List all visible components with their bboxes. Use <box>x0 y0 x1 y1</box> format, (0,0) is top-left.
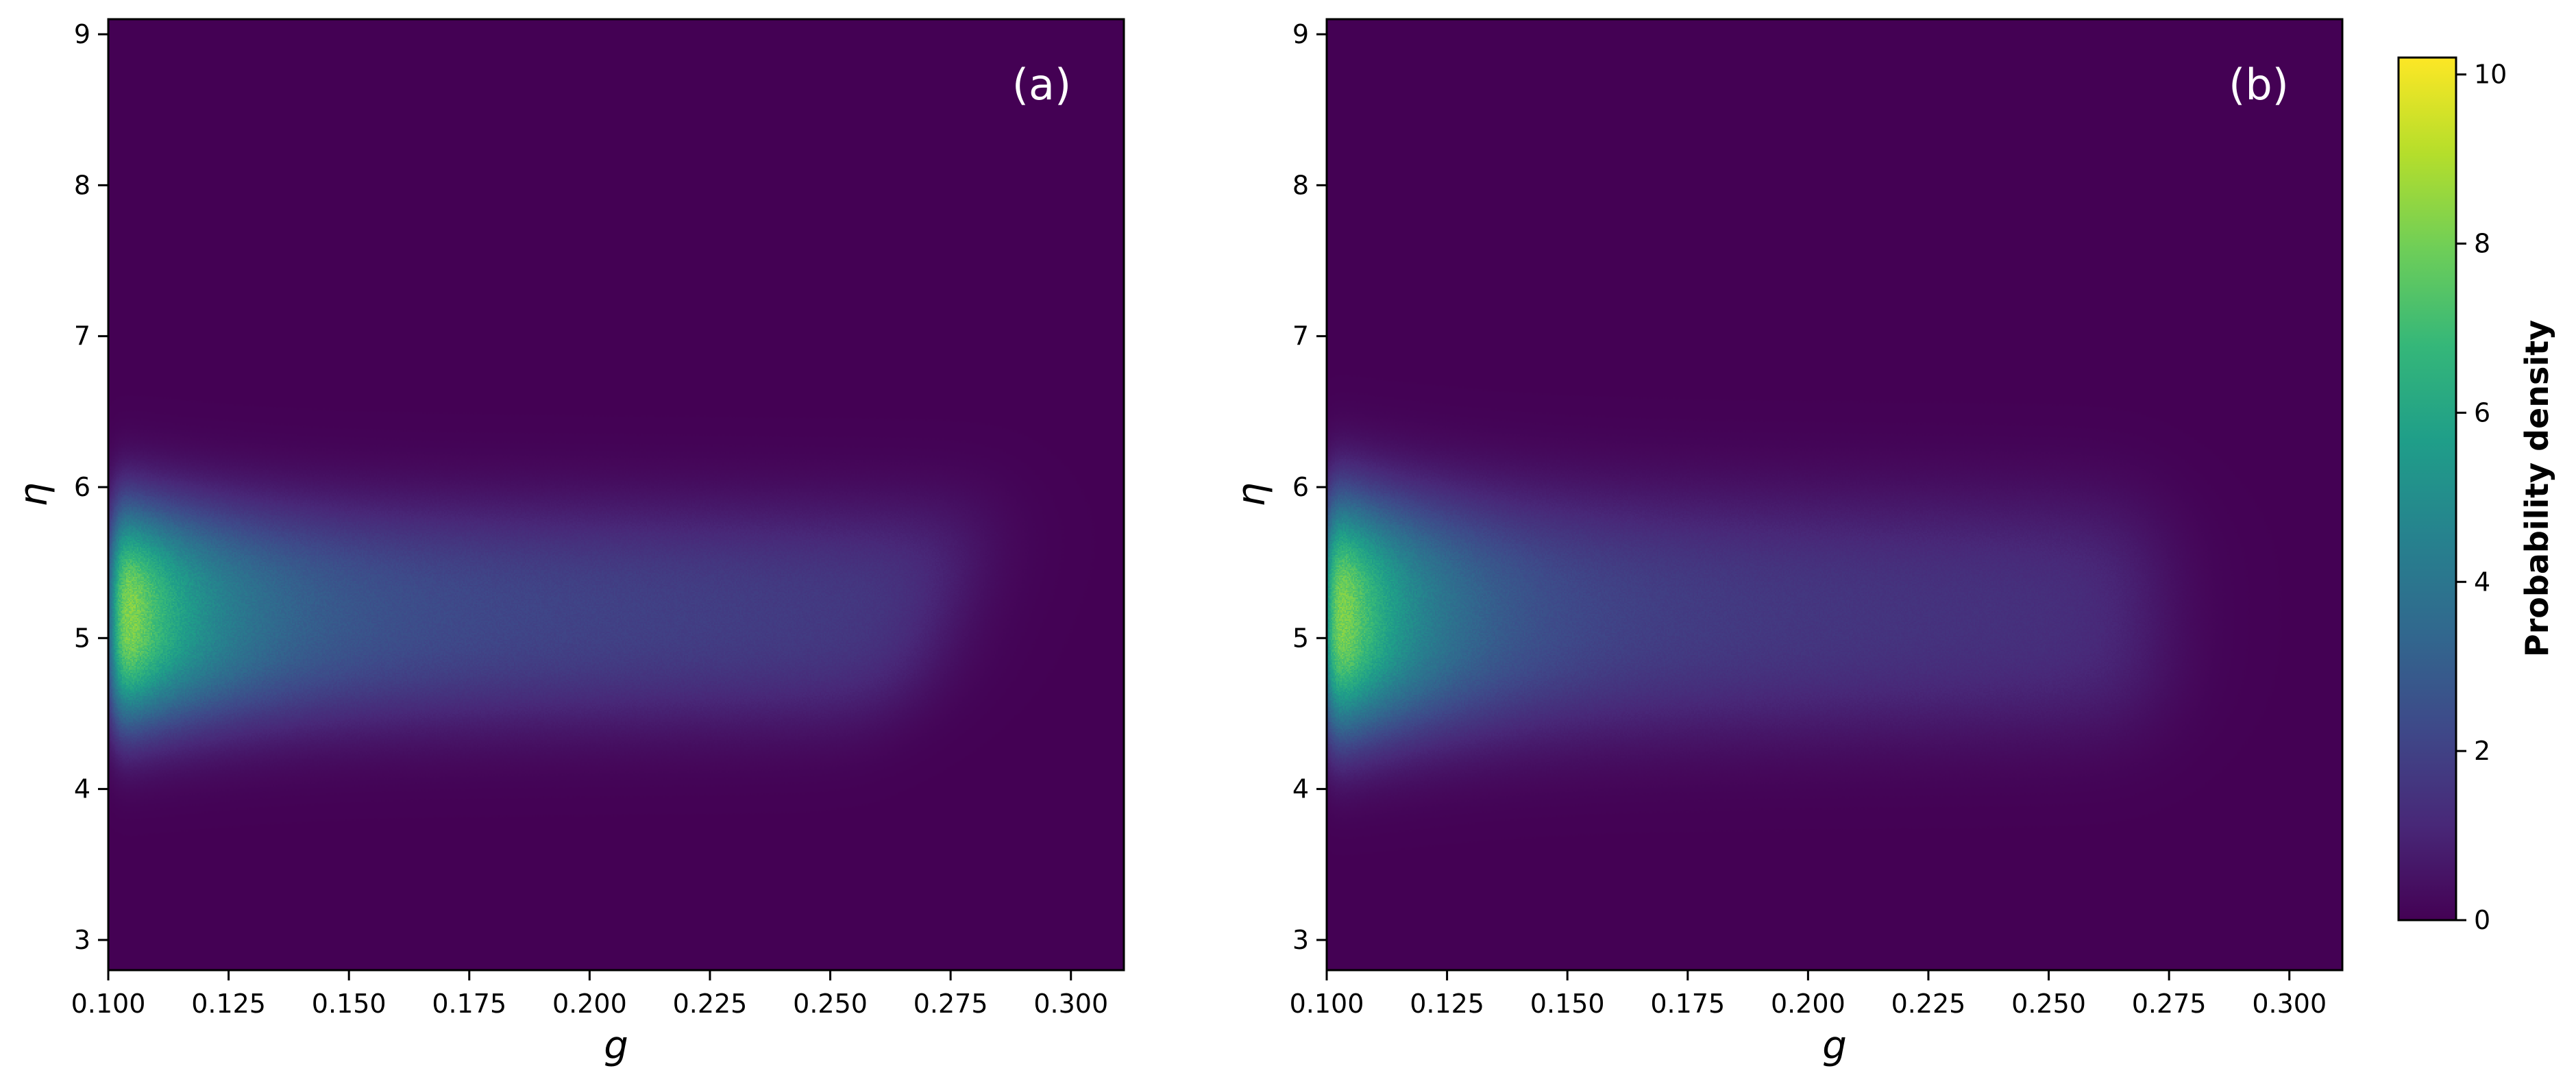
x-tick-label: 0.175 <box>432 989 506 1019</box>
axes-a-frame <box>107 18 1125 972</box>
colorbar-ticks: 0 2 4 6 8 10 <box>2456 60 2507 935</box>
x-tick-label: 0.125 <box>191 989 266 1019</box>
x-tick-label: 0.100 <box>1290 989 1364 1019</box>
x-tick-label: 0.125 <box>1410 989 1484 1019</box>
x-tick-label: 0.100 <box>71 989 146 1019</box>
x-tick-label: 0.175 <box>1650 989 1725 1019</box>
y-tick-label: 5 <box>1292 623 1309 653</box>
x-axis-label-a: g <box>604 1024 628 1068</box>
y-ticks-a: 3 4 5 6 7 8 9 <box>74 19 108 955</box>
panel-label-b: (b) <box>2229 60 2289 110</box>
colorbar-tick-label: 0 <box>2474 905 2490 935</box>
y-tick-label: 3 <box>74 925 90 955</box>
x-tick-label: 0.250 <box>793 989 868 1019</box>
y-tick-label: 7 <box>74 321 90 351</box>
heatmap-a <box>108 19 1124 970</box>
colorbar-gradient <box>2399 58 2456 920</box>
heatmap-a-canvas <box>108 19 1124 970</box>
colorbar-tick-label: 2 <box>2474 736 2490 766</box>
y-axis-label-a: η <box>12 482 56 507</box>
colorbar-tick-label: 6 <box>2474 397 2490 428</box>
x-tick-label: 0.275 <box>913 989 988 1019</box>
x-tick-label: 0.200 <box>552 989 627 1019</box>
colorbar-frame <box>2397 56 2457 922</box>
x-axis-label-b: g <box>1822 1024 1847 1068</box>
x-tick-label: 0.225 <box>1891 989 1966 1019</box>
y-tick-label: 9 <box>74 19 90 49</box>
y-tick-label: 5 <box>74 623 90 653</box>
y-tick-label: 3 <box>1292 925 1309 955</box>
colorbar-label: Probability density <box>2518 320 2555 657</box>
x-tick-label: 0.200 <box>1771 989 1845 1019</box>
x-ticks-b: 0.100 0.125 0.150 0.175 0.200 0.225 0.250 0.275… <box>1290 970 2327 1019</box>
y-tick-label: 4 <box>1292 774 1309 804</box>
x-tick-label: 0.300 <box>2252 989 2327 1019</box>
axes-b-frame <box>1325 18 2344 972</box>
heatmap-b <box>1327 19 2342 970</box>
y-tick-label: 9 <box>1292 19 1309 49</box>
colorbar-tick-label: 10 <box>2474 60 2507 90</box>
x-tick-label: 0.250 <box>2011 989 2086 1019</box>
panel-label-a: (a) <box>1012 60 1071 110</box>
x-ticks-a: 0.100 0.125 0.150 0.175 0.200 0.225 0.250 0.275… <box>71 970 1108 1019</box>
colorbar: 0 2 4 6 8 10 Probability density <box>2397 56 2555 935</box>
y-tick-label: 8 <box>74 170 90 200</box>
x-tick-label: 0.150 <box>312 989 387 1019</box>
y-tick-label: 6 <box>74 472 90 502</box>
x-tick-label: 0.300 <box>1033 989 1108 1019</box>
y-tick-label: 6 <box>1292 472 1309 502</box>
y-tick-label: 4 <box>74 774 90 804</box>
y-tick-label: 8 <box>1292 170 1309 200</box>
y-axis-label-b: η <box>1229 482 1274 507</box>
x-tick-label: 0.275 <box>2132 989 2207 1019</box>
panel-b: 0.100 0.125 0.150 0.175 0.200 0.225 0.250 0.275… <box>1229 18 2344 1068</box>
panel-a: 0.100 0.125 0.150 0.175 0.200 0.225 0.250 0.275… <box>12 18 1125 1068</box>
x-tick-label: 0.225 <box>673 989 748 1019</box>
colorbar-tick-label: 4 <box>2474 567 2490 597</box>
y-ticks-b: 3 4 5 6 7 8 9 <box>1292 19 1327 955</box>
y-tick-label: 7 <box>1292 321 1309 351</box>
x-tick-label: 0.150 <box>1530 989 1605 1019</box>
heatmap-b-canvas <box>1327 19 2342 970</box>
colorbar-tick-label: 8 <box>2474 229 2490 259</box>
